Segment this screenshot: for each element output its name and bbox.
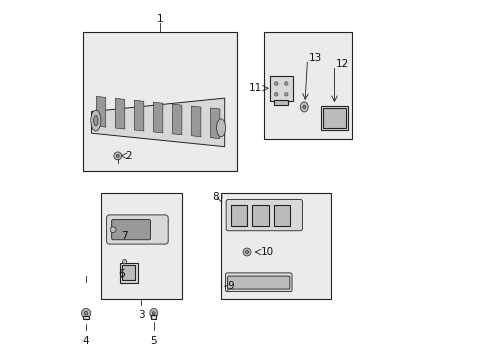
Bar (221, 193, 330, 299)
Bar (322, 108, 345, 128)
Bar (252, 205, 268, 226)
FancyBboxPatch shape (225, 273, 291, 292)
Bar (230, 205, 246, 226)
Polygon shape (134, 100, 143, 131)
Text: 9: 9 (227, 281, 233, 291)
Ellipse shape (302, 105, 305, 108)
Bar (122, 265, 135, 280)
Ellipse shape (284, 82, 287, 85)
FancyBboxPatch shape (227, 276, 289, 289)
Ellipse shape (122, 260, 126, 264)
Text: 6: 6 (118, 269, 124, 279)
Ellipse shape (300, 102, 307, 112)
Ellipse shape (274, 82, 277, 85)
Ellipse shape (116, 154, 119, 157)
Bar (151, 315, 156, 319)
Polygon shape (172, 104, 182, 135)
Polygon shape (210, 108, 220, 139)
Bar (320, 106, 347, 130)
Bar (82, 32, 237, 171)
Text: 11: 11 (248, 83, 261, 93)
Text: 1: 1 (156, 14, 163, 24)
Bar (273, 100, 288, 105)
Ellipse shape (81, 309, 91, 318)
Polygon shape (153, 102, 163, 133)
Polygon shape (115, 98, 124, 129)
Ellipse shape (110, 227, 116, 233)
Bar (273, 205, 289, 226)
Polygon shape (96, 96, 105, 127)
Ellipse shape (243, 248, 250, 256)
Ellipse shape (284, 93, 287, 96)
Text: 12: 12 (336, 59, 349, 69)
Bar (83, 316, 89, 319)
Ellipse shape (216, 119, 225, 137)
Polygon shape (91, 98, 224, 147)
Text: 2: 2 (125, 151, 132, 161)
Ellipse shape (245, 251, 248, 253)
Bar (101, 193, 181, 299)
Ellipse shape (84, 311, 88, 315)
FancyBboxPatch shape (106, 215, 168, 244)
Ellipse shape (94, 116, 98, 126)
Text: 13: 13 (308, 53, 321, 63)
Text: 8: 8 (211, 192, 218, 202)
FancyBboxPatch shape (111, 220, 150, 240)
Text: 10: 10 (260, 247, 273, 257)
Ellipse shape (274, 93, 277, 96)
FancyBboxPatch shape (225, 199, 302, 231)
Ellipse shape (149, 309, 158, 318)
Text: 3: 3 (138, 310, 144, 320)
Text: 4: 4 (82, 336, 89, 346)
Ellipse shape (114, 152, 122, 160)
Text: 7: 7 (121, 231, 128, 241)
Text: 5: 5 (150, 336, 157, 346)
Ellipse shape (152, 312, 155, 315)
Ellipse shape (91, 110, 101, 131)
Bar (264, 32, 352, 139)
Bar (120, 263, 137, 283)
Bar (270, 76, 292, 101)
Polygon shape (191, 106, 201, 137)
